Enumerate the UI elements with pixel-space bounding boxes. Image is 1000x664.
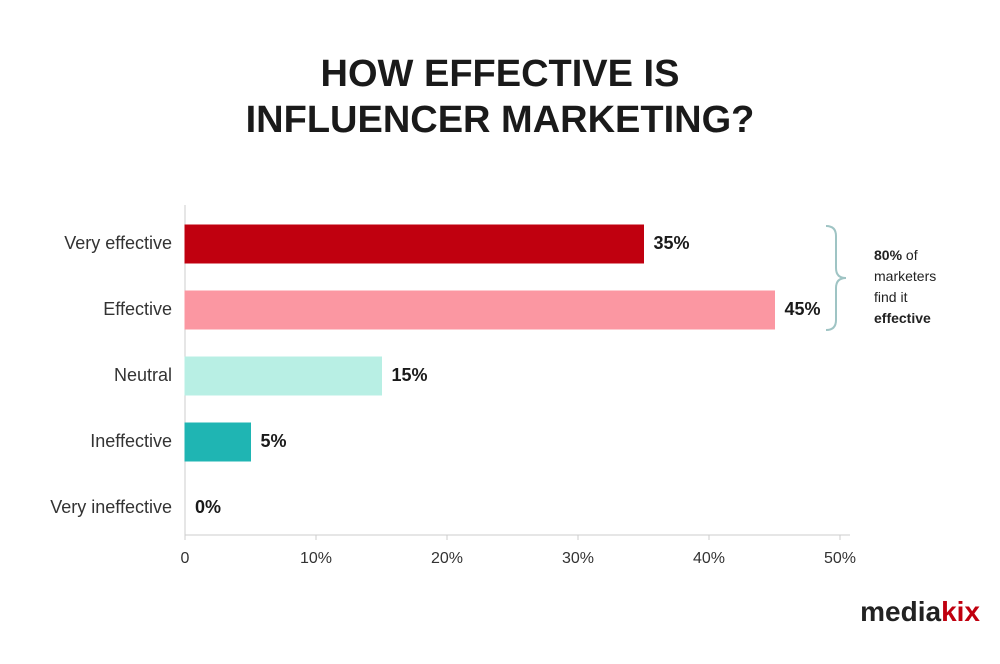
annotation-part: marketers: [874, 268, 936, 284]
category-label: Effective: [103, 299, 172, 319]
bar: [184, 356, 382, 396]
value-label: 35%: [654, 233, 690, 253]
category-label: Ineffective: [90, 431, 172, 451]
value-label: 5%: [261, 431, 287, 451]
value-label: 45%: [785, 299, 821, 319]
x-tick-label: 10%: [300, 550, 332, 567]
bracket: [825, 225, 847, 331]
x-tick-label: 30%: [562, 550, 594, 567]
annotation: find it: [874, 289, 908, 305]
chart-title: HOW EFFECTIVE IS: [321, 53, 680, 95]
annotation-part: find it: [874, 289, 908, 305]
annotation: 80% of: [874, 247, 918, 263]
logo: mediakix: [860, 596, 980, 627]
bar: [184, 422, 251, 462]
annotation-part: of: [902, 247, 918, 263]
x-tick-label: 50%: [824, 550, 856, 567]
bar: [184, 224, 644, 264]
category-label: Very ineffective: [50, 497, 172, 517]
x-tick-label: 0: [181, 550, 190, 567]
chart-title: INFLUENCER MARKETING?: [246, 99, 755, 141]
x-tick-label: 40%: [693, 550, 725, 567]
value-label: 15%: [392, 365, 428, 385]
annotation-part: effective: [874, 310, 931, 326]
bar: [184, 290, 775, 330]
category-label: Neutral: [114, 365, 172, 385]
category-label: Very effective: [64, 233, 172, 253]
annotation: effective: [874, 310, 931, 326]
x-tick-label: 20%: [431, 550, 463, 567]
annotation: marketers: [874, 268, 936, 284]
logo-part: media: [860, 596, 941, 627]
logo-part: kix: [941, 596, 980, 627]
value-label: 0%: [195, 497, 221, 517]
annotation-part: 80%: [874, 247, 903, 263]
